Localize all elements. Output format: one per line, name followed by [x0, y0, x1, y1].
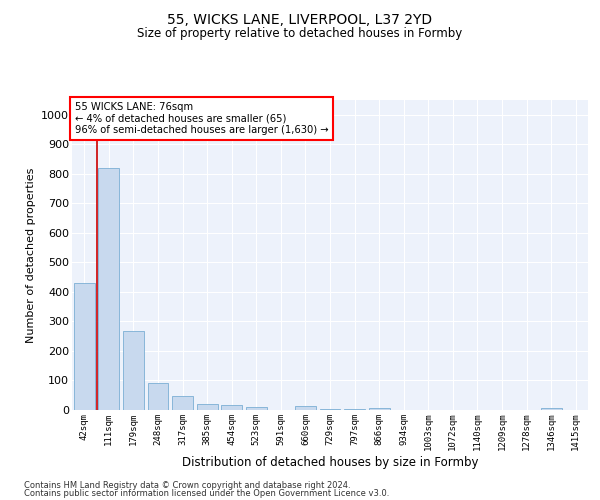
Bar	[148, 384, 169, 410]
Text: 55, WICKS LANE, LIVERPOOL, L37 2YD: 55, WICKS LANE, LIVERPOOL, L37 2YD	[167, 12, 433, 26]
Y-axis label: Number of detached properties: Number of detached properties	[26, 168, 35, 342]
Bar	[221, 405, 242, 410]
Bar	[320, 408, 340, 410]
Text: Size of property relative to detached houses in Formby: Size of property relative to detached ho…	[137, 28, 463, 40]
Text: Contains public sector information licensed under the Open Government Licence v3: Contains public sector information licen…	[24, 489, 389, 498]
Bar	[246, 407, 267, 410]
Text: 55 WICKS LANE: 76sqm
← 4% of detached houses are smaller (65)
96% of semi-detach: 55 WICKS LANE: 76sqm ← 4% of detached ho…	[74, 102, 328, 134]
Bar	[368, 408, 389, 410]
Bar	[74, 283, 95, 410]
Bar	[344, 409, 365, 410]
Bar	[197, 404, 218, 410]
Bar	[172, 396, 193, 410]
Bar	[98, 168, 119, 410]
Bar	[123, 331, 144, 410]
Bar	[295, 406, 316, 410]
Bar	[541, 408, 562, 410]
X-axis label: Distribution of detached houses by size in Formby: Distribution of detached houses by size …	[182, 456, 478, 469]
Text: Contains HM Land Registry data © Crown copyright and database right 2024.: Contains HM Land Registry data © Crown c…	[24, 480, 350, 490]
